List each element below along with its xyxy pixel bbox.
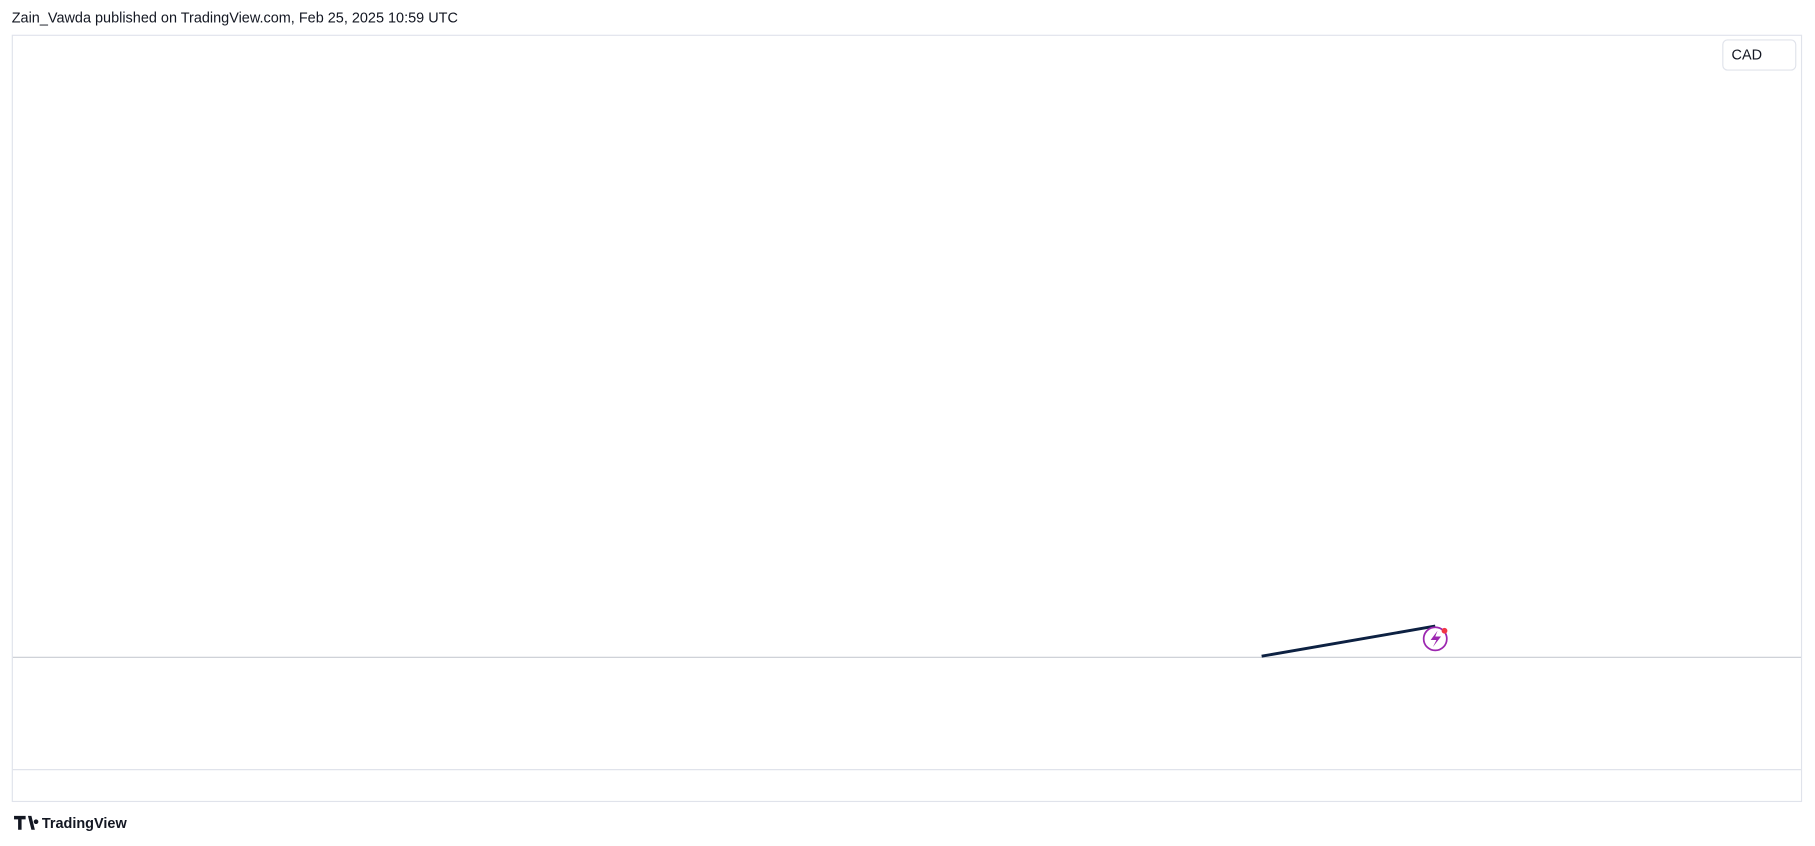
alert-dot xyxy=(1441,627,1448,634)
footer-brand: TradingView xyxy=(42,816,128,832)
tv-logo xyxy=(14,815,39,830)
currency-button[interactable] xyxy=(1722,39,1797,71)
alert-bolt xyxy=(1430,630,1442,647)
trend-line xyxy=(1261,624,1436,658)
currency-label: CAD xyxy=(1732,47,1763,63)
publish-header: Zain_Vawda published on TradingView.com,… xyxy=(12,10,458,26)
chart-frame xyxy=(11,34,1803,803)
alert-icon[interactable] xyxy=(1422,626,1448,652)
